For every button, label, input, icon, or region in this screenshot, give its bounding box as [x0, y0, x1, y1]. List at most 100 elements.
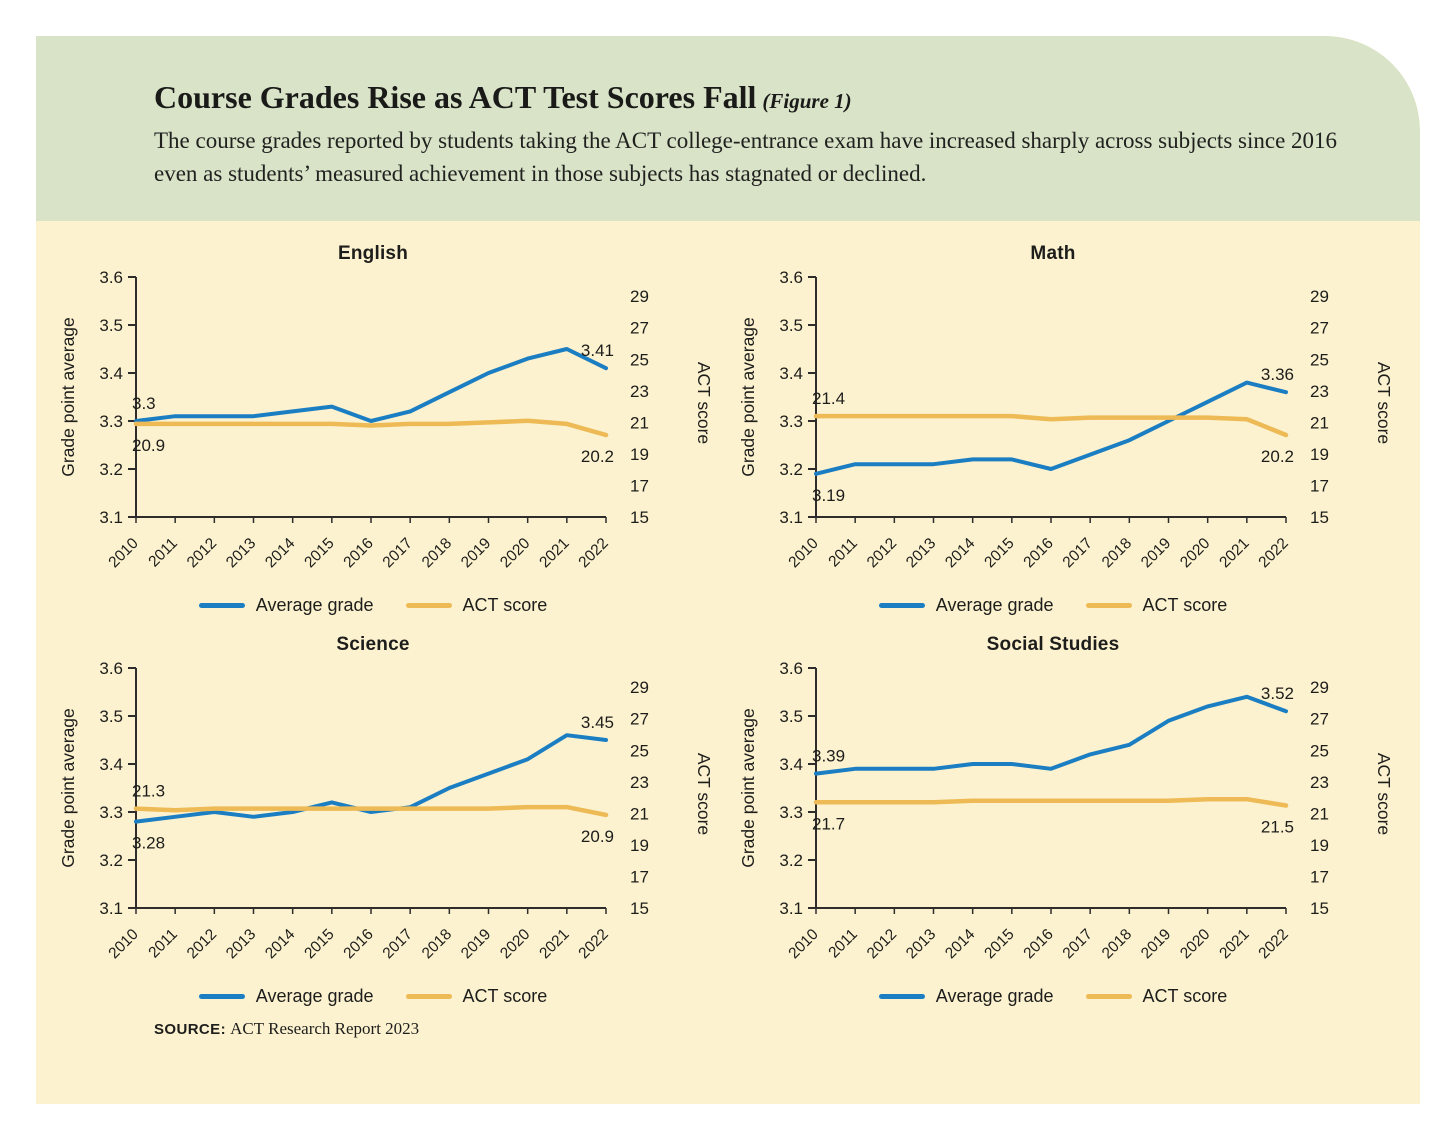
- y-axis-title: Grade point average: [738, 317, 758, 477]
- grade-line: [814, 380, 1288, 476]
- gpa-tick-label: 3.3: [779, 412, 803, 431]
- chart-social-studies: Social Studies 3.6 3.5 3.4 3.3 3.2 3.1 29 27 25 2…: [738, 624, 1398, 1007]
- gpa-tick-label: 3.6: [99, 659, 123, 678]
- year-label: 2011: [145, 925, 181, 961]
- act-tick-label: 19: [1310, 444, 1329, 463]
- source-label: SOURCE:: [154, 1020, 226, 1038]
- act-tick-label: 27: [1310, 709, 1329, 728]
- chart-title-english: English: [337, 242, 408, 264]
- act-tick-label: 23: [1310, 772, 1329, 791]
- year-label: 2017: [1060, 534, 1096, 570]
- year-label: 2019: [458, 925, 494, 961]
- value-annotation: 3.39: [812, 746, 845, 765]
- gpa-tick-label: 3.4: [779, 755, 803, 774]
- figure-subtitle: The course grades reported by students t…: [154, 128, 1338, 186]
- gpa-tick-label: 3.1: [99, 899, 123, 918]
- year-label: 2014: [262, 925, 299, 962]
- value-annotation: 3.52: [1261, 684, 1294, 703]
- gpa-tick-label: 3.2: [99, 460, 123, 479]
- right-axis-title: ACT score: [1374, 361, 1394, 443]
- act-tick-label: 21: [1310, 413, 1329, 432]
- grade-line: [134, 346, 608, 423]
- year-label: 2021: [1216, 925, 1252, 961]
- figure-card: Course Grades Rise as ACT Test Scores Fa…: [36, 36, 1420, 1104]
- year-label: 2022: [575, 534, 611, 570]
- right-axis-title: ACT score: [694, 752, 714, 834]
- gpa-tick-label: 3.2: [779, 460, 803, 479]
- value-annotation: 20.9: [132, 435, 165, 454]
- grade-line-swatch: [198, 602, 245, 608]
- act-line: [813, 413, 1289, 437]
- year-label: 2011: [825, 534, 861, 570]
- source-text: ACT Research Report 2023: [230, 1018, 420, 1038]
- gpa-tick-label: 3.1: [779, 508, 803, 527]
- legend-item-grade: Average grade: [198, 595, 374, 616]
- year-label: 2015: [301, 925, 337, 961]
- gpa-tick-label: 3.4: [99, 364, 123, 383]
- grade-line-swatch: [878, 993, 925, 999]
- legend-english: Average grade ACT score: [58, 595, 688, 616]
- year-label: 2010: [785, 534, 822, 571]
- legend-item-act: ACT score: [1085, 594, 1228, 616]
- chart-math: Math 3.6 3.5 3.4 3.3 3.2 3.1 29 27 25 23 21 19 17 15 2…: [738, 233, 1398, 616]
- act-line: [133, 418, 609, 437]
- gpa-tick-label: 3.6: [779, 268, 803, 287]
- year-label: 2014: [942, 534, 979, 571]
- act-line: [813, 796, 1289, 808]
- chart-title-social-studies: Social Studies: [986, 633, 1120, 655]
- y-axis-title: Grade point average: [58, 317, 78, 477]
- year-label: 2021: [536, 925, 572, 961]
- legend-item-grade: Average grade: [878, 986, 1054, 1007]
- y-axis-title: Grade point average: [58, 708, 78, 868]
- year-label: 2017: [380, 534, 416, 570]
- year-label: 2011: [145, 534, 181, 570]
- gpa-tick-label: 3.3: [99, 412, 123, 431]
- legend-label-grade: Average grade: [255, 985, 374, 1006]
- year-label: 2018: [419, 925, 455, 961]
- year-label: 2013: [223, 534, 259, 570]
- year-label: 2010: [105, 925, 142, 962]
- value-annotation: 3.19: [812, 485, 845, 504]
- year-label: 2016: [1020, 534, 1056, 570]
- legend-label-act: ACT score: [1142, 594, 1228, 615]
- legend-label-grade: Average grade: [935, 594, 1054, 615]
- grade-line-swatch: [198, 993, 245, 999]
- year-label: 2020: [1177, 925, 1214, 962]
- legend-science: Average grade ACT score: [58, 986, 688, 1007]
- year-label: 2016: [340, 925, 376, 961]
- act-line-swatch: [405, 993, 452, 999]
- act-tick-label: 29: [1310, 678, 1329, 697]
- act-tick-label: 15: [630, 508, 649, 527]
- year-label: 2022: [575, 925, 611, 961]
- year-label: 2012: [184, 534, 220, 570]
- year-label: 2013: [903, 925, 939, 961]
- year-label: 2017: [1060, 925, 1096, 961]
- gpa-tick-label: 3.5: [99, 707, 123, 726]
- figure-title-text: Course Grades Rise as ACT Test Scores Fa…: [154, 79, 757, 115]
- y-axis-title: Grade point average: [738, 708, 758, 868]
- act-line: [133, 804, 609, 817]
- gpa-tick-label: 3.4: [779, 364, 803, 383]
- gpa-tick-label: 3.6: [779, 659, 803, 678]
- year-label: 2021: [536, 534, 572, 570]
- act-tick-label: 19: [1310, 835, 1329, 854]
- chart-english: English 3.6 3.5 3.4 3.3 3.2 3.1 29 27 25 23 21 19 17…: [58, 233, 718, 616]
- year-label: 2012: [184, 925, 220, 961]
- value-annotation: 20.2: [581, 446, 614, 465]
- act-tick-label: 17: [1310, 476, 1329, 495]
- act-tick-label: 21: [630, 804, 649, 823]
- act-tick-label: 29: [630, 287, 649, 306]
- value-annotation: 3.3: [132, 394, 156, 413]
- year-label: 2012: [864, 925, 900, 961]
- source-note: SOURCE: ACT Research Report 2023: [154, 1019, 1420, 1039]
- value-annotation: 3.41: [581, 341, 614, 360]
- act-line-swatch: [1085, 993, 1132, 999]
- gpa-tick-label: 3.3: [99, 803, 123, 822]
- legend-item-grade: Average grade: [198, 985, 374, 1007]
- right-axis-title: ACT score: [694, 361, 714, 443]
- year-label: 2022: [1255, 925, 1291, 961]
- year-label: 2010: [105, 534, 142, 571]
